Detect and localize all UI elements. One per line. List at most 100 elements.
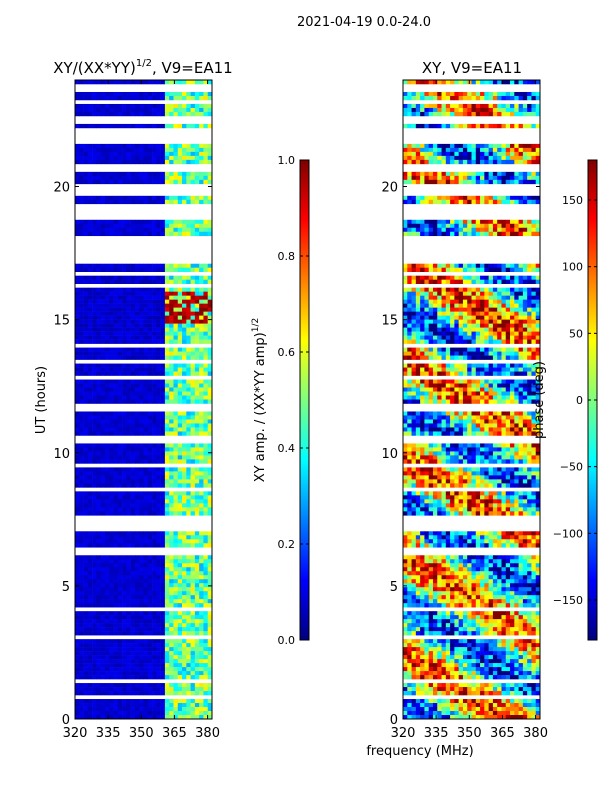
heatmap-cell — [203, 80, 209, 85]
heatmap-cell — [83, 451, 89, 456]
heatmap-cell — [122, 195, 127, 201]
heatmap-cell — [522, 179, 528, 185]
heatmap-cell — [428, 319, 434, 324]
heatmap-cell — [87, 195, 93, 201]
heatmap-cell — [194, 339, 200, 344]
heatmap-cell — [199, 667, 204, 672]
heatmap-cell — [441, 227, 447, 233]
heatmap-cell — [420, 143, 425, 149]
heatmap-cell — [79, 227, 84, 233]
heatmap-cell — [501, 307, 507, 312]
heatmap-cell — [113, 159, 119, 165]
heatmap-cell — [79, 511, 84, 516]
heatmap-cell — [403, 223, 408, 229]
heatmap-cell — [139, 623, 144, 628]
heatmap-cell — [75, 199, 80, 205]
heatmap-cell — [117, 323, 123, 328]
heatmap-cell — [83, 571, 89, 576]
heatmap-cell — [122, 303, 127, 308]
heatmap-cell — [160, 355, 166, 360]
heatmap-cell — [160, 563, 166, 568]
heatmap-cell — [100, 323, 106, 328]
heatmap-cell — [92, 311, 97, 316]
heatmap-cell — [518, 143, 524, 149]
heatmap-cell — [462, 171, 468, 177]
heatmap-cell — [177, 123, 183, 129]
heatmap-cell — [177, 275, 183, 280]
heatmap-cell — [83, 419, 89, 424]
heatmap-cell — [514, 223, 519, 229]
heatmap-cell — [75, 411, 80, 416]
heatmap-cell — [79, 411, 84, 416]
heatmap-cell — [160, 715, 166, 720]
heatmap-cell — [147, 615, 153, 620]
heatmap-cell — [445, 147, 451, 153]
heatmap-cell — [147, 279, 153, 284]
heatmap-cell — [428, 147, 434, 153]
heatmap-cell — [194, 575, 200, 580]
heatmap-cell — [203, 91, 209, 97]
heatmap-cell — [117, 667, 123, 672]
heatmap-cell — [156, 143, 161, 149]
heatmap-cell — [134, 391, 140, 396]
heatmap-cell — [203, 459, 209, 464]
heatmap-cell — [134, 331, 140, 336]
heatmap-cell — [462, 179, 468, 185]
heatmap-cell — [203, 715, 209, 720]
heatmap-cell — [147, 471, 153, 476]
heatmap-cell — [194, 647, 200, 652]
heatmap-cell — [437, 123, 442, 129]
heatmap-cell — [92, 471, 97, 476]
heatmap-cell — [186, 587, 191, 592]
heatmap-cell — [147, 563, 153, 568]
heatmap-cell — [467, 267, 472, 272]
heatmap-cell — [445, 199, 451, 205]
heatmap-cell — [407, 295, 412, 300]
heatmap-cell — [92, 595, 97, 600]
heatmap-cell — [169, 303, 174, 308]
heatmap-cell — [428, 199, 434, 205]
heatmap-cell — [113, 339, 119, 344]
heatmap-cell — [199, 663, 204, 668]
heatmap-cell — [501, 80, 507, 85]
heatmap-cell — [458, 159, 464, 165]
heatmap-cell — [87, 531, 93, 536]
heatmap-cell — [514, 279, 519, 284]
heatmap-cell — [522, 175, 528, 181]
heatmap-cell — [79, 303, 84, 308]
heatmap-cell — [130, 179, 136, 185]
heatmap-cell — [143, 599, 149, 604]
heatmap-cell — [415, 179, 421, 185]
heatmap-cell — [492, 275, 498, 280]
heatmap-cell — [182, 455, 187, 460]
heatmap-cell — [147, 351, 153, 356]
heatmap-cell — [160, 179, 166, 185]
heatmap-cell — [190, 451, 196, 456]
heatmap-cell — [535, 179, 541, 185]
heatmap-cell — [96, 703, 101, 708]
heatmap-cell — [79, 339, 84, 344]
heatmap-cell — [169, 367, 174, 372]
heatmap-cell — [92, 351, 97, 356]
heatmap-cell — [203, 411, 209, 416]
heatmap-cell — [130, 431, 136, 436]
heatmap-cell — [437, 171, 442, 177]
heatmap-cell — [199, 503, 204, 508]
heatmap-cell — [177, 91, 183, 97]
colorbar-tick-label: 0.8 — [278, 250, 296, 263]
heatmap-cell — [428, 307, 434, 312]
heatmap-cell — [177, 667, 183, 672]
heatmap-cell — [522, 263, 528, 268]
heatmap-cell — [83, 535, 89, 540]
heatmap-cell — [190, 587, 196, 592]
heatmap-cell — [147, 603, 153, 608]
heatmap-cell — [207, 419, 213, 424]
heatmap-cell — [143, 479, 149, 484]
heatmap-cell — [164, 319, 170, 324]
heatmap-cell — [458, 319, 464, 324]
heatmap-cell — [428, 291, 434, 296]
heatmap-cell — [177, 443, 183, 448]
heatmap-cell — [83, 663, 89, 668]
heatmap-cell — [194, 567, 200, 572]
heatmap-cell — [510, 327, 515, 332]
